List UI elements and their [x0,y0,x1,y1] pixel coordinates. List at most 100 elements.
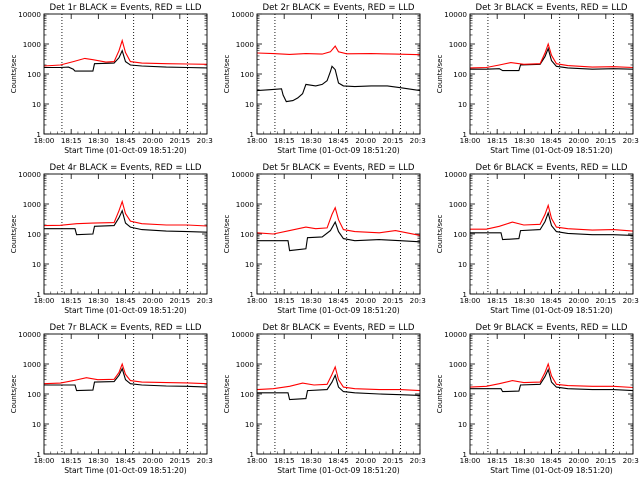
y-tick-label: 10 [458,100,468,109]
x-tick-label: 18:45 [328,296,349,305]
x-tick-label: 18:15 [274,296,295,305]
x-axis-label: Start Time (01-Oct-09 18:51:20) [64,146,187,155]
y-tick-label: 1000 [449,40,468,49]
y-tick-label: 1000 [236,200,255,209]
series-line-red [470,203,634,232]
chart-svg: Det 2r BLACK = Events, RED = LLD 1 10 100 10… [223,3,426,155]
y-tick-label: 10 [458,420,468,429]
x-tick-label: 20:00 [142,456,163,465]
detector-panel-4: Det 4r BLACK = Events, RED = LLD 1 10 100 10… [0,160,213,320]
x-tick-label: 20:15 [169,136,190,145]
x-tick-label: 18:45 [541,136,562,145]
detector-panel-6: Det 6r BLACK = Events, RED = LLD 1 10 100 10… [426,160,639,320]
y-tick-label: 1 [249,290,254,299]
series-line-red [256,365,421,392]
series-line-red [469,362,634,389]
x-tick-label: 18:45 [328,136,349,145]
x-tick-label: 20:00 [142,136,163,145]
chart-svg: Det 5r BLACK = Events, RED = LLD 1 10 100 10… [223,163,426,315]
series-line-black [44,367,208,392]
x-tick-label: 18:15 [487,136,508,145]
x-tick-label: 20:15 [169,456,190,465]
chart-title: Det 2r BLACK = Events, RED = LLD [262,3,414,13]
x-axis-label: Start Time (01-Oct-09 18:51:20) [490,466,613,475]
x-tick-label: 18:00 [34,456,55,465]
y-axis-label: Counts/sec [436,55,444,94]
detector-panel-9: Det 9r BLACK = Events, RED = LLD 1 10 100 10… [426,320,639,480]
x-tick-label: 18:15 [487,296,508,305]
x-tick-label: 20:15 [595,456,616,465]
x-tick-label: 18:30 [301,456,322,465]
x-tick-label: 18:30 [301,296,322,305]
x-tick-label: 18:45 [541,456,562,465]
detector-panel-3: Det 3r BLACK = Events, RED = LLD 1 10 100 10… [426,0,639,160]
series-line-black [44,209,208,236]
x-tick-label: 20:30 [197,136,213,145]
chart-title: Det 8r BLACK = Events, RED = LLD [262,323,414,333]
x-tick-label: 18:00 [247,456,268,465]
x-tick-label: 18:30 [514,456,535,465]
chart-svg: Det 3r BLACK = Events, RED = LLD 1 10 100 10… [436,3,639,155]
y-tick-label: 10000 [18,10,41,19]
chart-title: Det 1r BLACK = Events, RED = LLD [49,3,201,13]
x-tick-label: 20:15 [595,296,616,305]
x-tick-label: 18:15 [61,456,82,465]
x-tick-label: 20:15 [595,136,616,145]
series-line-black [470,211,634,241]
y-tick-label: 1000 [236,360,255,369]
x-tick-label: 20:30 [410,296,426,305]
plot-frame [469,333,634,455]
x-tick-label: 18:45 [328,456,349,465]
x-axis-label: Start Time (01-Oct-09 18:51:20) [277,306,400,315]
y-tick-label: 10 [32,420,42,429]
chart-svg: Det 9r BLACK = Events, RED = LLD 1 10 100 10… [436,323,639,475]
y-tick-label: 10000 [444,330,467,339]
x-tick-label: 18:00 [247,296,268,305]
detector-panel-8: Det 8r BLACK = Events, RED = LLD 1 10 100 10… [213,320,426,480]
y-tick-label: 100 [240,390,254,399]
y-tick-label: 1000 [449,200,468,209]
x-tick-label: 20:30 [623,136,639,145]
series-line-red [43,38,208,67]
x-tick-label: 18:45 [541,296,562,305]
plot-frame [256,13,421,135]
y-axis-label: Counts/sec [10,55,18,94]
y-tick-label: 1 [249,450,254,459]
x-tick-label: 18:15 [487,456,508,465]
x-tick-label: 20:15 [169,296,190,305]
y-tick-label: 100 [240,230,254,239]
x-axis-label: Start Time (01-Oct-09 18:51:20) [64,466,187,475]
y-tick-label: 10000 [18,330,41,339]
chart-svg: Det 8r BLACK = Events, RED = LLD 1 10 100 10… [223,323,426,475]
x-tick-label: 18:30 [301,136,322,145]
x-tick-label: 20:00 [355,456,376,465]
chart-title: Det 9r BLACK = Events, RED = LLD [475,323,627,333]
y-tick-label: 10000 [231,10,254,19]
y-tick-label: 10000 [231,330,254,339]
y-tick-label: 1 [36,450,41,459]
x-tick-label: 18:30 [88,456,109,465]
chart-svg: Det 6r BLACK = Events, RED = LLD 1 10 100 10… [436,163,639,315]
y-tick-label: 1 [462,450,467,459]
detector-panel-7: Det 7r BLACK = Events, RED = LLD 1 10 100 10… [0,320,213,480]
chart-title: Det 7r BLACK = Events, RED = LLD [49,323,201,333]
series-line-red [256,206,421,236]
y-axis-label: Counts/sec [223,215,231,254]
chart-title: Det 3r BLACK = Events, RED = LLD [475,3,627,13]
plot-frame [256,333,421,455]
y-axis-label: Counts/sec [223,55,231,94]
y-tick-label: 1000 [23,200,42,209]
x-axis-label: Start Time (01-Oct-09 18:51:20) [490,146,613,155]
detector-panel-5: Det 5r BLACK = Events, RED = LLD 1 10 100 10… [213,160,426,320]
x-tick-label: 20:00 [568,136,589,145]
y-tick-label: 10000 [444,170,467,179]
x-tick-label: 18:30 [88,136,109,145]
y-tick-label: 100 [453,390,467,399]
series-line-red [43,199,208,227]
y-tick-label: 100 [453,70,467,79]
x-tick-label: 18:15 [274,456,295,465]
chart-title: Det 5r BLACK = Events, RED = LLD [262,163,414,173]
y-tick-label: 1 [249,130,254,139]
plot-frame [469,13,634,135]
x-tick-label: 18:00 [460,456,481,465]
